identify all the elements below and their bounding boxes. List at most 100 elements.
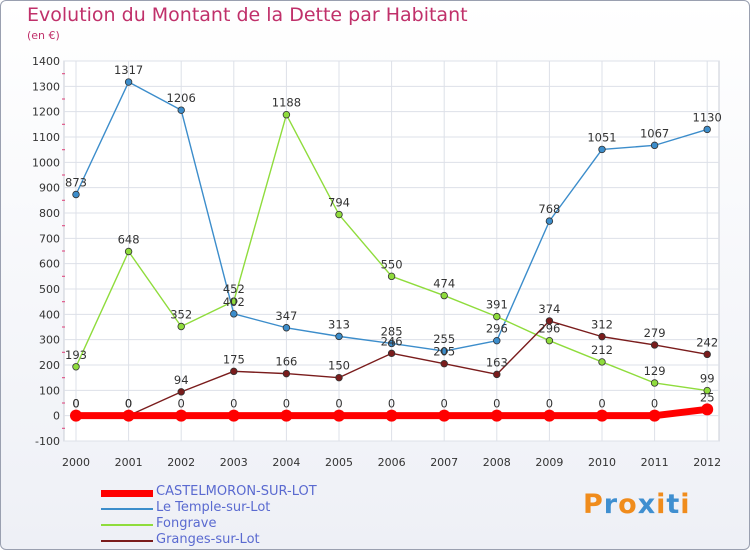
data-label: 0	[72, 397, 79, 411]
x-tick-label: 2007	[430, 456, 458, 469]
data-point	[72, 363, 80, 371]
data-point	[703, 125, 711, 134]
legend-swatch	[101, 508, 153, 510]
x-tick-label: 2005	[325, 456, 353, 469]
data-label: 296	[538, 322, 560, 336]
unit-label: (en €)	[27, 29, 60, 42]
y-tick-label: 1200	[32, 106, 60, 119]
y-tick-label: 200	[39, 359, 60, 372]
data-point	[545, 336, 554, 345]
data-label: 1051	[587, 130, 616, 144]
data-point	[387, 272, 396, 281]
proxiti-logo: Proxiti	[583, 489, 691, 520]
legend-swatch	[101, 524, 153, 526]
y-tick-label: 800	[39, 207, 60, 220]
data-label: 0	[651, 397, 658, 411]
x-tick-label: 2011	[641, 456, 669, 469]
data-label: 313	[328, 317, 350, 331]
data-label: 794	[328, 196, 350, 210]
legend-swatch	[101, 540, 153, 542]
data-label: 279	[644, 326, 666, 340]
y-tick-label: 300	[39, 334, 60, 347]
data-label: 0	[230, 397, 237, 411]
data-label: 175	[223, 352, 245, 366]
x-tick-label: 2008	[483, 456, 511, 469]
y-tick-label: 1300	[32, 80, 60, 93]
data-point	[227, 409, 240, 422]
data-point	[650, 341, 659, 349]
data-point	[177, 322, 185, 331]
data-label: 1188	[272, 96, 301, 110]
data-label: 1067	[640, 126, 669, 140]
data-label: 285	[381, 324, 403, 338]
data-label: 312	[591, 318, 613, 332]
logo-letter: r	[603, 489, 619, 520]
logo-letter: o	[618, 489, 638, 520]
logo-letter: x	[637, 489, 657, 520]
data-point	[598, 332, 606, 341]
chart-title: Evolution du Montant de la Dette par Hab…	[27, 4, 468, 26]
data-label: 768	[538, 202, 560, 216]
data-point	[650, 379, 659, 387]
data-label: 0	[72, 397, 79, 411]
data-label: 474	[433, 277, 455, 291]
data-point	[387, 339, 396, 348]
data-label: 94	[174, 373, 189, 387]
data-point	[282, 111, 291, 119]
data-point	[493, 336, 501, 345]
data-label: 648	[118, 233, 140, 247]
data-label: 212	[591, 343, 613, 357]
y-tick-label: 1400	[32, 55, 60, 68]
x-tick-label: 2002	[167, 456, 195, 469]
data-point	[440, 291, 448, 300]
x-tick-label: 2001	[115, 456, 143, 469]
data-label: 246	[381, 334, 403, 348]
y-tick-label: 1000	[32, 156, 60, 169]
data-point	[648, 409, 661, 422]
data-point	[598, 358, 606, 366]
legend-label: Le Temple-sur-Lot	[156, 500, 271, 515]
logo-letter: P	[583, 489, 604, 520]
data-label: 347	[275, 309, 297, 323]
data-label: 193	[65, 348, 87, 362]
data-label: 0	[125, 397, 132, 411]
data-label: 402	[223, 295, 245, 309]
data-label: 25	[700, 390, 715, 404]
data-point	[280, 409, 293, 422]
data-label: 0	[493, 397, 500, 411]
data-point	[230, 367, 238, 376]
data-point	[703, 350, 711, 359]
data-label: 0	[546, 397, 553, 411]
logo-letter: t	[666, 489, 681, 520]
data-point	[335, 332, 343, 341]
data-label: 873	[65, 176, 87, 190]
data-label: 1206	[167, 91, 196, 105]
x-tick-label: 2006	[378, 456, 406, 469]
data-label: 0	[125, 397, 132, 411]
data-label: 99	[700, 372, 715, 386]
x-tick-label: 2012	[693, 456, 721, 469]
data-point	[124, 78, 133, 86]
data-point	[493, 370, 501, 379]
data-label: 0	[598, 397, 605, 411]
data-label: 374	[538, 302, 560, 316]
data-point	[282, 369, 291, 378]
data-point	[545, 317, 554, 325]
data-label: 296	[486, 322, 508, 336]
data-point	[230, 310, 238, 318]
x-tick-label: 2003	[220, 456, 248, 469]
data-label: 550	[381, 257, 403, 271]
data-point	[335, 373, 343, 382]
y-tick-label: 400	[39, 308, 60, 321]
y-tick-label: 100	[39, 384, 60, 397]
data-point	[124, 247, 133, 256]
legend-label: Fongrave	[156, 516, 217, 531]
logo-letter: i	[680, 489, 691, 520]
data-label: 205	[433, 345, 455, 359]
data-point	[175, 409, 188, 422]
data-label: 352	[170, 307, 192, 321]
y-tick-label: 0	[53, 410, 60, 423]
data-point	[596, 409, 608, 422]
data-point	[545, 217, 554, 225]
data-point	[70, 409, 82, 422]
